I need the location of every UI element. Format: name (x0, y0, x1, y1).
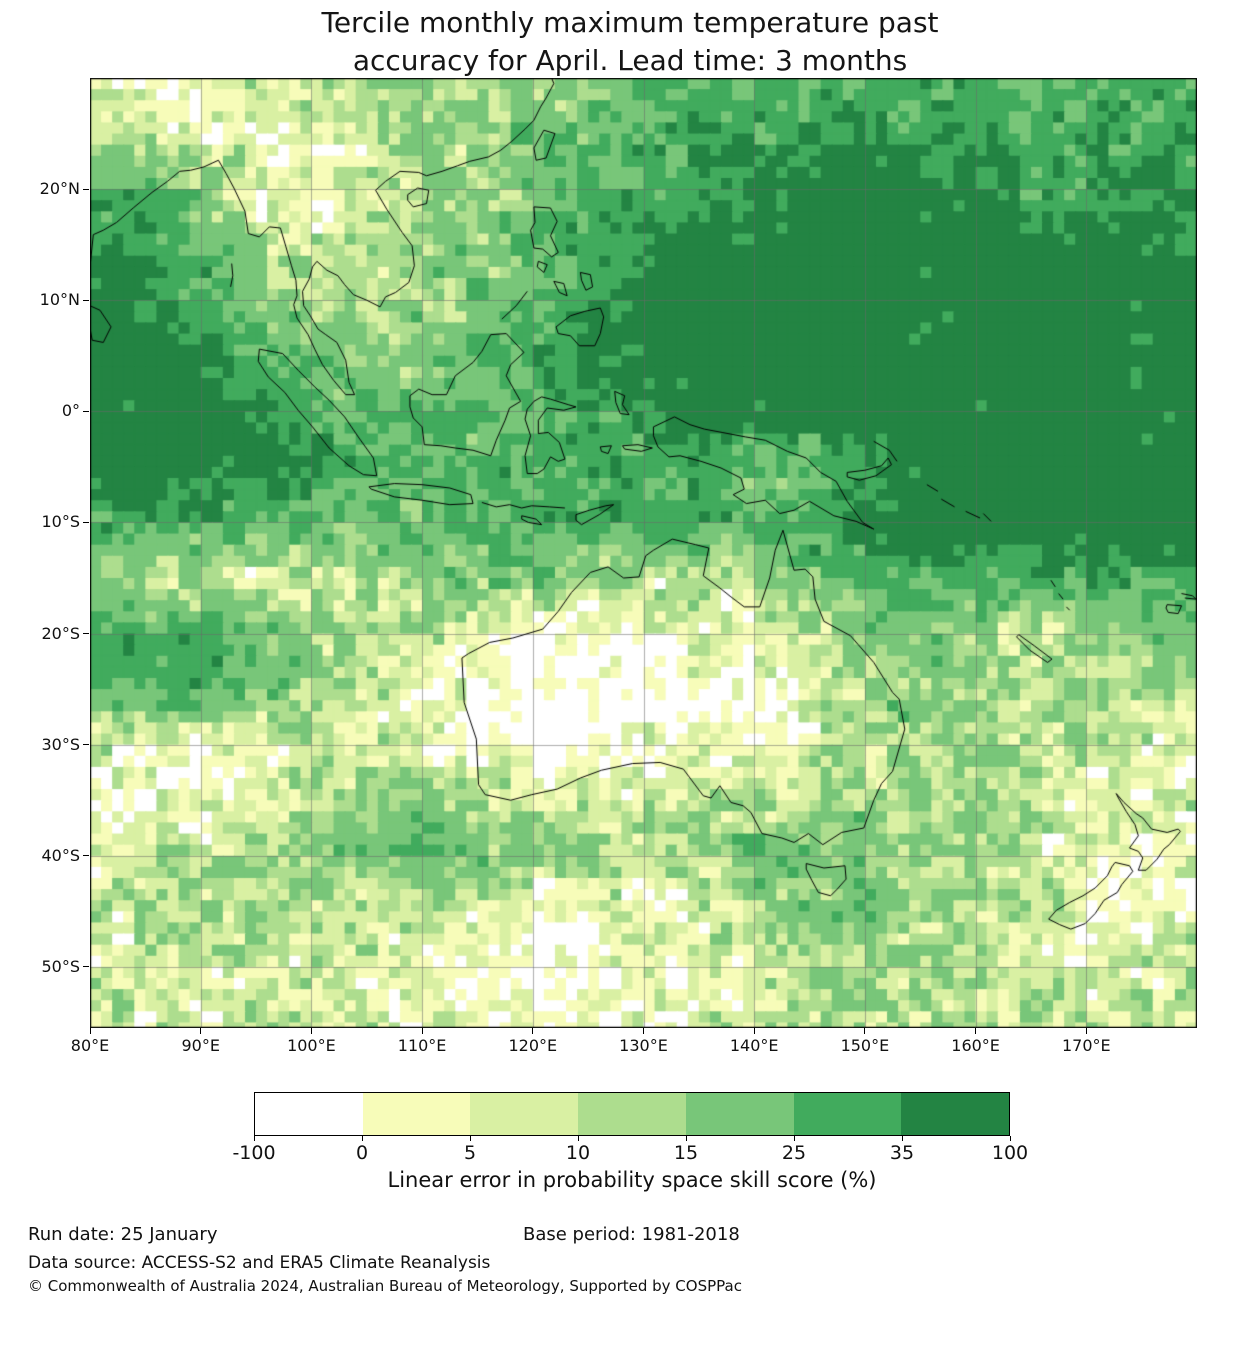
colorbar-segment (901, 1093, 1010, 1135)
y-tick-mark (83, 188, 89, 190)
heatmap-canvas (90, 78, 1197, 1028)
colorbar-tick-mark (1009, 1136, 1011, 1141)
y-tick-mark (83, 410, 89, 412)
colorbar-tick-mark (361, 1136, 363, 1141)
x-tick-label: 130°E (619, 1036, 668, 1055)
chart-title-line2: accuracy for April. Lead time: 3 months (352, 44, 908, 77)
colorbar-segment (470, 1093, 579, 1135)
y-tick-mark (83, 299, 89, 301)
colorbar-tick-label: 25 (781, 1142, 807, 1164)
x-tick-label: 170°E (1061, 1036, 1111, 1055)
y-tick-mark (83, 966, 89, 968)
copyright-text: © Commonwealth of Australia 2024, Austra… (28, 1277, 742, 1295)
colorbar-segment (793, 1093, 902, 1135)
x-tick-label: 90°E (181, 1036, 220, 1055)
colorbar-tick-label: 10 (565, 1142, 591, 1164)
y-tick-mark (83, 855, 89, 857)
y-tick-mark (83, 521, 89, 523)
colorbar-segment (685, 1093, 794, 1135)
x-tick-mark (753, 1028, 755, 1034)
y-tick-label: 10°S (41, 512, 80, 532)
x-tick-mark (975, 1028, 977, 1034)
y-tick-label: 40°S (41, 845, 80, 865)
y-tick-label: 20°N (39, 179, 80, 199)
colorbar (254, 1092, 1010, 1136)
colorbar-tick-mark (253, 1136, 255, 1141)
colorbar-segment (578, 1093, 686, 1135)
colorbar-tick-label: -100 (232, 1142, 276, 1164)
colorbar-label: Linear error in probability space skill … (387, 1168, 877, 1192)
x-tick-mark (310, 1028, 312, 1034)
colorbar-tick-mark (685, 1136, 687, 1141)
colorbar-tick-mark (901, 1136, 903, 1141)
x-tick-label: 140°E (729, 1036, 779, 1055)
y-tick-mark (83, 744, 89, 746)
x-tick-label: 100°E (287, 1036, 336, 1055)
x-tick-label: 150°E (840, 1036, 890, 1055)
colorbar-tick-label: 15 (673, 1142, 699, 1164)
chart-title-line1: Tercile monthly maximum temperature past (321, 6, 939, 39)
base-period-text: Base period: 1981-2018 (523, 1224, 740, 1245)
y-tick-mark (83, 633, 89, 635)
colorbar-segment (362, 1093, 471, 1135)
x-tick-mark (421, 1028, 423, 1034)
chart-title: Tercile monthly maximum temperature past… (0, 4, 1260, 80)
run-date-text: Run date: 25 January (28, 1224, 218, 1245)
x-tick-mark (1085, 1028, 1087, 1034)
colorbar-tick-label: 0 (355, 1142, 369, 1164)
colorbar-segment (255, 1093, 363, 1135)
colorbar-tick-label: 100 (991, 1142, 1029, 1164)
x-tick-label: 120°E (508, 1036, 558, 1055)
colorbar-tick-mark (469, 1136, 471, 1141)
y-tick-label: 50°S (41, 956, 80, 976)
colorbar-tick-label: 35 (889, 1142, 915, 1164)
colorbar-tick-mark (793, 1136, 795, 1141)
x-tick-label: 110°E (397, 1036, 447, 1055)
colorbar-tick-label: 5 (463, 1142, 477, 1164)
x-tick-label: 80°E (70, 1036, 110, 1055)
y-tick-label: 0° (61, 401, 80, 421)
map-plot-area (90, 78, 1197, 1028)
data-source-text: Data source: ACCESS-S2 and ERA5 Climate … (28, 1253, 491, 1273)
x-tick-mark (864, 1028, 866, 1034)
x-tick-label: 160°E (951, 1036, 1000, 1055)
x-tick-mark (200, 1028, 202, 1034)
y-tick-label: 30°S (41, 734, 80, 754)
x-tick-mark (532, 1028, 534, 1034)
colorbar-tick-mark (577, 1136, 579, 1141)
x-tick-mark (89, 1028, 91, 1034)
x-tick-mark (643, 1028, 644, 1034)
y-tick-label: 20°S (41, 623, 80, 643)
y-tick-label: 10°N (39, 290, 80, 310)
